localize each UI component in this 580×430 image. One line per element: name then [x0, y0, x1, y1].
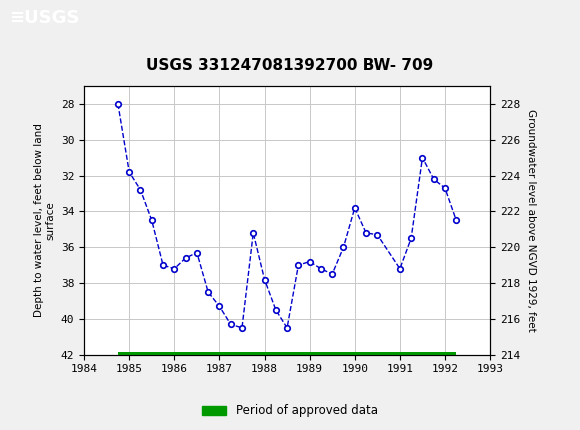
Text: USGS 331247081392700 BW- 709: USGS 331247081392700 BW- 709	[146, 58, 434, 73]
Y-axis label: Groundwater level above NGVD 1929, feet: Groundwater level above NGVD 1929, feet	[525, 109, 535, 332]
Bar	[118, 352, 456, 358]
Y-axis label: Depth to water level, feet below land
surface: Depth to water level, feet below land su…	[34, 123, 55, 317]
Legend: Period of approved data: Period of approved data	[198, 399, 382, 422]
Text: ≡USGS: ≡USGS	[9, 9, 79, 27]
